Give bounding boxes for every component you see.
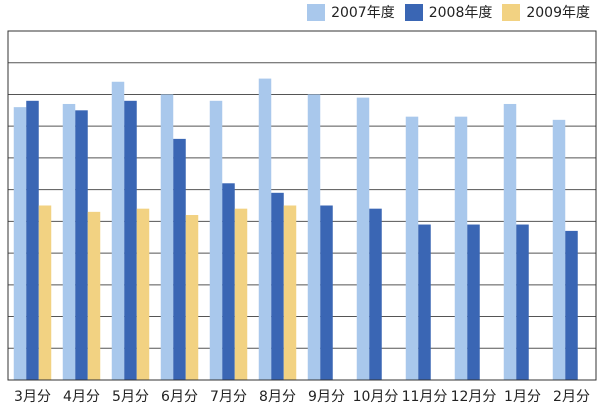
bar-2008年度-12月分	[467, 224, 480, 380]
bar-2007年度-4月分	[62, 103, 76, 381]
x-tick-label: 1月分	[504, 389, 541, 405]
x-tick-label: 3月分	[14, 389, 51, 405]
x-tick-label: 9月分	[308, 389, 345, 405]
bar-2008年度-3月分	[26, 100, 39, 381]
x-tick-label: 10月分	[353, 389, 399, 405]
bar-2007年度-9月分	[307, 94, 321, 381]
legend-item-2007: 2007年度	[307, 2, 395, 22]
x-tick-label: 2月分	[553, 389, 590, 405]
bar-2007年度-8月分	[258, 78, 272, 380]
bar-2008年度-5月分	[124, 100, 137, 381]
legend-swatch-2009	[502, 3, 521, 21]
x-tick-label: 5月分	[112, 389, 149, 405]
bar-2007年度-5月分	[111, 81, 125, 380]
x-tick-label: 7月分	[210, 389, 247, 405]
chart-legend: 2007年度 2008年度 2009年度	[307, 2, 590, 22]
bar-2008年度-1月分	[516, 224, 529, 380]
x-tick-label: 12月分	[451, 389, 497, 405]
bar-2007年度-11月分	[405, 116, 419, 380]
bar-2008年度-4月分	[75, 110, 88, 381]
bar-2009年度-5月分	[136, 208, 150, 380]
bar-2008年度-7月分	[222, 183, 235, 380]
x-tick-label: 11月分	[402, 389, 448, 405]
bars	[13, 78, 578, 381]
bar-2008年度-2月分	[565, 230, 578, 380]
bar-2009年度-7月分	[234, 208, 248, 380]
bar-2008年度-11月分	[418, 224, 431, 380]
x-tick-label: 8月分	[259, 389, 296, 405]
x-tick-labels: 3月分 4月分 5月分 6月分 7月分 8月分 9月分 10月分 11月分 12月分 1月分 2月分	[14, 389, 590, 405]
bar-2007年度-10月分	[356, 97, 370, 381]
legend-label-2007: 2007年度	[331, 5, 395, 21]
bar-2007年度-6月分	[160, 94, 174, 381]
bar-2008年度-8月分	[271, 192, 284, 380]
plot-frame	[7, 30, 597, 381]
legend-label-2008: 2008年度	[428, 5, 493, 21]
bar-2007年度-1月分	[503, 103, 517, 381]
bar-2009年度-4月分	[87, 211, 101, 380]
legend-swatch-2007	[307, 3, 326, 21]
bar-2009年度-6月分	[185, 215, 199, 380]
bar-2008年度-10月分	[369, 208, 382, 380]
legend-swatch-2008	[404, 3, 423, 21]
bar-2007年度-3月分	[13, 107, 27, 381]
x-tick-label: 6月分	[161, 389, 198, 405]
bar-2008年度-6月分	[173, 138, 186, 380]
bar-2007年度-2月分	[552, 119, 566, 380]
legend-item-2009: 2009年度	[502, 2, 590, 22]
bar-2009年度-8月分	[283, 205, 297, 380]
bar-2007年度-7月分	[209, 100, 223, 381]
x-tick-label: 4月分	[63, 389, 100, 405]
bar-2009年度-3月分	[38, 205, 52, 380]
gridlines	[8, 62, 596, 349]
bar-2008年度-9月分	[320, 205, 333, 380]
legend-label-2009: 2009年度	[526, 5, 590, 21]
legend-item-2008: 2008年度	[404, 2, 493, 22]
bar-2007年度-12月分	[454, 116, 468, 380]
